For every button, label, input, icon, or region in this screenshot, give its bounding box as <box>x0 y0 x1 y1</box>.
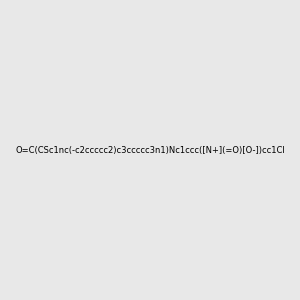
Text: O=C(CSc1nc(-c2ccccc2)c3ccccc3n1)Nc1ccc([N+](=O)[O-])cc1Cl: O=C(CSc1nc(-c2ccccc2)c3ccccc3n1)Nc1ccc([… <box>15 146 285 154</box>
